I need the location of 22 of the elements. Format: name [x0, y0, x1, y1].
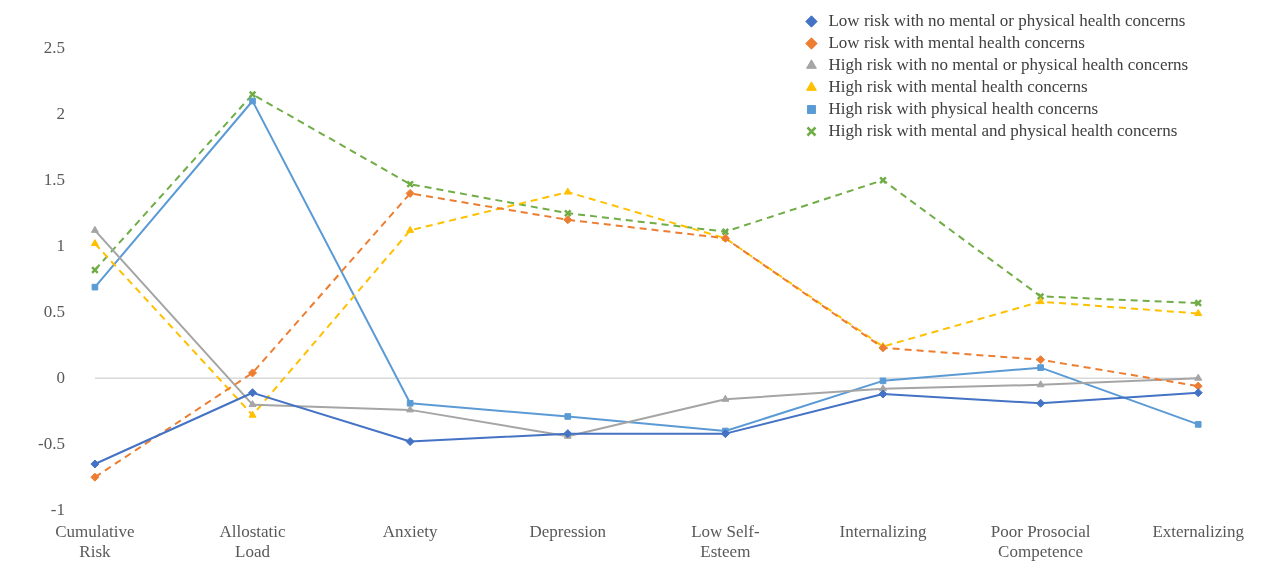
x-tick-label: Cumulative Risk: [55, 521, 135, 562]
y-tick-label: 0.5: [43, 301, 65, 321]
y-tick-label: -1: [50, 499, 65, 519]
x-tick-label: Externalizing: [1152, 521, 1245, 541]
legend-label: High risk with no mental or physical health concerns: [828, 54, 1189, 74]
x-tick-label: Depression: [529, 521, 607, 541]
x-tick-label: Allostatic Load: [219, 521, 287, 562]
legend-label: High risk with physical health concerns: [828, 98, 1099, 118]
legend-label: Low risk with no mental or physical health concerns: [828, 10, 1186, 30]
y-tick-label: -0.5: [37, 433, 65, 453]
x-tick-label: Low Self-Esteem: [691, 521, 760, 562]
legend-label: High risk with mental health concerns: [828, 76, 1088, 96]
x-tick-label: Internalizing: [839, 521, 927, 541]
x-tick-label: Poor Prosocial Competence: [990, 521, 1091, 562]
y-tick-label: 2.5: [43, 37, 65, 57]
legend-label: High risk with mental and physical health concerns: [828, 120, 1178, 140]
y-tick-label: 1.5: [43, 169, 65, 189]
y-tick-label: 0: [56, 367, 65, 387]
y-tick-label: 2: [56, 103, 65, 123]
x-tick-label: Anxiety: [382, 521, 439, 541]
legend-label: Low risk with mental health concerns: [828, 32, 1085, 52]
y-tick-label: 1: [56, 235, 65, 255]
